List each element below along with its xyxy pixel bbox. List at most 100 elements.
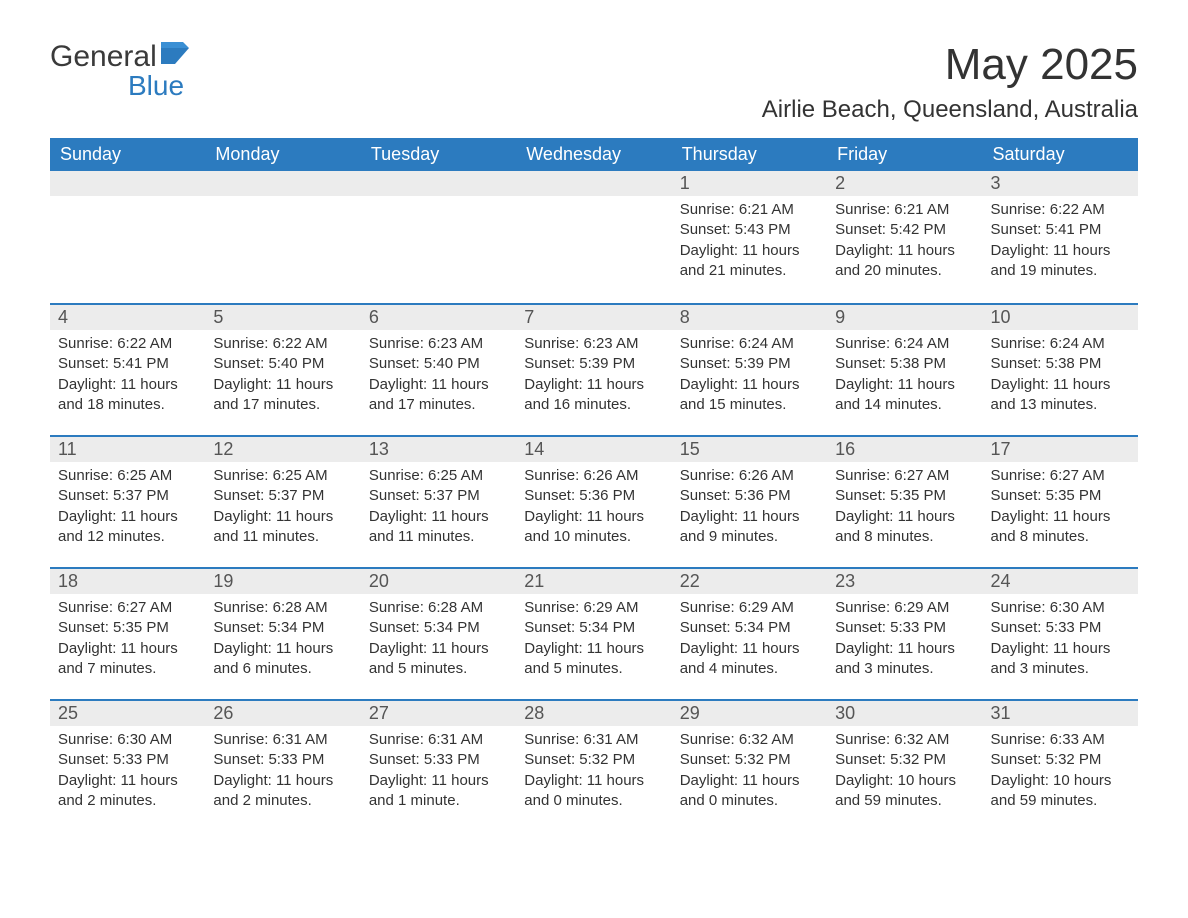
day-body: Sunrise: 6:21 AMSunset: 5:43 PMDaylight:… <box>672 196 827 289</box>
sunset-text: Sunset: 5:34 PM <box>369 618 508 638</box>
calendar-cell: 24Sunrise: 6:30 AMSunset: 5:33 PMDayligh… <box>983 567 1138 699</box>
sunrise-text: Sunrise: 6:26 AM <box>680 466 819 486</box>
day-body: Sunrise: 6:31 AMSunset: 5:33 PMDaylight:… <box>205 726 360 819</box>
day-number: 7 <box>516 305 671 330</box>
sunset-text: Sunset: 5:36 PM <box>680 486 819 506</box>
sunrise-text: Sunrise: 6:27 AM <box>58 598 197 618</box>
sunset-text: Sunset: 5:32 PM <box>991 750 1130 770</box>
day-body: Sunrise: 6:26 AMSunset: 5:36 PMDaylight:… <box>516 462 671 555</box>
daylight-text: Daylight: 11 hours and 20 minutes. <box>835 241 974 282</box>
daylight-text: Daylight: 10 hours and 59 minutes. <box>991 771 1130 812</box>
day-body: Sunrise: 6:24 AMSunset: 5:38 PMDaylight:… <box>983 330 1138 423</box>
daylight-text: Daylight: 11 hours and 8 minutes. <box>835 507 974 548</box>
day-number: 24 <box>983 569 1138 594</box>
daylight-text: Daylight: 11 hours and 11 minutes. <box>369 507 508 548</box>
day-number: 8 <box>672 305 827 330</box>
day-number: 18 <box>50 569 205 594</box>
calendar-cell: 31Sunrise: 6:33 AMSunset: 5:32 PMDayligh… <box>983 699 1138 831</box>
sunset-text: Sunset: 5:41 PM <box>991 220 1130 240</box>
logo-text-bottom: Blue <box>128 72 195 100</box>
day-body: Sunrise: 6:24 AMSunset: 5:38 PMDaylight:… <box>827 330 982 423</box>
location: Airlie Beach, Queensland, Australia <box>762 96 1138 124</box>
day-body: Sunrise: 6:30 AMSunset: 5:33 PMDaylight:… <box>983 594 1138 687</box>
calendar-cell: 5Sunrise: 6:22 AMSunset: 5:40 PMDaylight… <box>205 303 360 435</box>
calendar-cell: 12Sunrise: 6:25 AMSunset: 5:37 PMDayligh… <box>205 435 360 567</box>
sunrise-text: Sunrise: 6:32 AM <box>835 730 974 750</box>
day-number: 1 <box>672 171 827 196</box>
calendar-cell <box>516 171 671 303</box>
calendar-cell: 25Sunrise: 6:30 AMSunset: 5:33 PMDayligh… <box>50 699 205 831</box>
calendar-cell: 28Sunrise: 6:31 AMSunset: 5:32 PMDayligh… <box>516 699 671 831</box>
day-number: 10 <box>983 305 1138 330</box>
sunset-text: Sunset: 5:38 PM <box>991 354 1130 374</box>
sunrise-text: Sunrise: 6:31 AM <box>213 730 352 750</box>
day-body: Sunrise: 6:28 AMSunset: 5:34 PMDaylight:… <box>205 594 360 687</box>
page-title: May 2025 <box>762 40 1138 90</box>
daylight-text: Daylight: 11 hours and 16 minutes. <box>524 375 663 416</box>
day-number <box>361 171 516 196</box>
day-body: Sunrise: 6:22 AMSunset: 5:40 PMDaylight:… <box>205 330 360 423</box>
calendar-cell: 22Sunrise: 6:29 AMSunset: 5:34 PMDayligh… <box>672 567 827 699</box>
calendar-cell: 17Sunrise: 6:27 AMSunset: 5:35 PMDayligh… <box>983 435 1138 567</box>
daylight-text: Daylight: 11 hours and 3 minutes. <box>991 639 1130 680</box>
daylight-text: Daylight: 11 hours and 17 minutes. <box>213 375 352 416</box>
sunset-text: Sunset: 5:39 PM <box>680 354 819 374</box>
calendar-cell: 7Sunrise: 6:23 AMSunset: 5:39 PMDaylight… <box>516 303 671 435</box>
calendar-cell: 16Sunrise: 6:27 AMSunset: 5:35 PMDayligh… <box>827 435 982 567</box>
day-body: Sunrise: 6:25 AMSunset: 5:37 PMDaylight:… <box>205 462 360 555</box>
sunset-text: Sunset: 5:34 PM <box>213 618 352 638</box>
sunset-text: Sunset: 5:35 PM <box>991 486 1130 506</box>
col-header: Saturday <box>983 138 1138 171</box>
calendar-row: 11Sunrise: 6:25 AMSunset: 5:37 PMDayligh… <box>50 435 1138 567</box>
sunset-text: Sunset: 5:33 PM <box>835 618 974 638</box>
calendar-cell: 4Sunrise: 6:22 AMSunset: 5:41 PMDaylight… <box>50 303 205 435</box>
day-number <box>50 171 205 196</box>
daylight-text: Daylight: 11 hours and 5 minutes. <box>369 639 508 680</box>
daylight-text: Daylight: 11 hours and 11 minutes. <box>213 507 352 548</box>
sunset-text: Sunset: 5:35 PM <box>58 618 197 638</box>
sunrise-text: Sunrise: 6:26 AM <box>524 466 663 486</box>
daylight-text: Daylight: 11 hours and 14 minutes. <box>835 375 974 416</box>
sunrise-text: Sunrise: 6:31 AM <box>524 730 663 750</box>
calendar-row: 1Sunrise: 6:21 AMSunset: 5:43 PMDaylight… <box>50 171 1138 303</box>
daylight-text: Daylight: 11 hours and 21 minutes. <box>680 241 819 282</box>
day-number: 20 <box>361 569 516 594</box>
daylight-text: Daylight: 11 hours and 0 minutes. <box>524 771 663 812</box>
day-body: Sunrise: 6:27 AMSunset: 5:35 PMDaylight:… <box>50 594 205 687</box>
day-number: 25 <box>50 701 205 726</box>
sunset-text: Sunset: 5:37 PM <box>58 486 197 506</box>
day-body: Sunrise: 6:25 AMSunset: 5:37 PMDaylight:… <box>50 462 205 555</box>
sunset-text: Sunset: 5:37 PM <box>369 486 508 506</box>
sunrise-text: Sunrise: 6:23 AM <box>524 334 663 354</box>
calendar-cell: 14Sunrise: 6:26 AMSunset: 5:36 PMDayligh… <box>516 435 671 567</box>
day-header-row: Sunday Monday Tuesday Wednesday Thursday… <box>50 138 1138 171</box>
day-number: 23 <box>827 569 982 594</box>
col-header: Friday <box>827 138 982 171</box>
day-number: 11 <box>50 437 205 462</box>
calendar-cell: 21Sunrise: 6:29 AMSunset: 5:34 PMDayligh… <box>516 567 671 699</box>
daylight-text: Daylight: 11 hours and 2 minutes. <box>58 771 197 812</box>
day-body: Sunrise: 6:31 AMSunset: 5:33 PMDaylight:… <box>361 726 516 819</box>
sunrise-text: Sunrise: 6:29 AM <box>680 598 819 618</box>
sunrise-text: Sunrise: 6:21 AM <box>680 200 819 220</box>
calendar-cell: 13Sunrise: 6:25 AMSunset: 5:37 PMDayligh… <box>361 435 516 567</box>
sunset-text: Sunset: 5:33 PM <box>991 618 1130 638</box>
day-number: 28 <box>516 701 671 726</box>
sunset-text: Sunset: 5:33 PM <box>369 750 508 770</box>
logo-text-top: General <box>50 42 157 72</box>
sunrise-text: Sunrise: 6:24 AM <box>835 334 974 354</box>
sunrise-text: Sunrise: 6:25 AM <box>213 466 352 486</box>
day-body <box>361 196 516 208</box>
daylight-text: Daylight: 11 hours and 13 minutes. <box>991 375 1130 416</box>
logo-flag-icon <box>161 40 195 70</box>
day-body: Sunrise: 6:26 AMSunset: 5:36 PMDaylight:… <box>672 462 827 555</box>
sunrise-text: Sunrise: 6:29 AM <box>835 598 974 618</box>
calendar-cell: 11Sunrise: 6:25 AMSunset: 5:37 PMDayligh… <box>50 435 205 567</box>
daylight-text: Daylight: 11 hours and 9 minutes. <box>680 507 819 548</box>
title-block: May 2025 Airlie Beach, Queensland, Austr… <box>762 40 1138 124</box>
day-body: Sunrise: 6:22 AMSunset: 5:41 PMDaylight:… <box>983 196 1138 289</box>
day-body: Sunrise: 6:21 AMSunset: 5:42 PMDaylight:… <box>827 196 982 289</box>
sunrise-text: Sunrise: 6:27 AM <box>835 466 974 486</box>
calendar-table: Sunday Monday Tuesday Wednesday Thursday… <box>50 138 1138 831</box>
sunrise-text: Sunrise: 6:22 AM <box>58 334 197 354</box>
